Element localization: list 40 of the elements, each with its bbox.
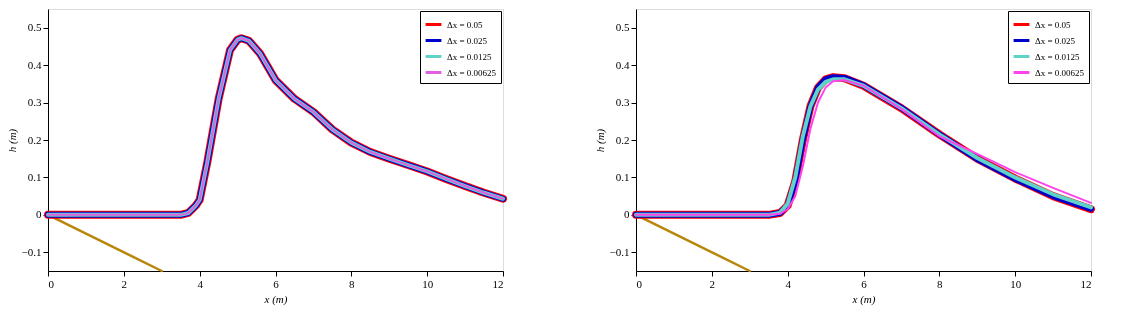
x-axis-title: x (m): [263, 292, 288, 306]
legend-label: Δx = 0.0125: [447, 51, 493, 62]
legend-label: Δx = 0.00625: [447, 67, 497, 78]
x-tick-label: 12: [1080, 277, 1092, 290]
y-axis-title: h (m): [5, 128, 19, 153]
y-tick-label: −0.1: [609, 245, 630, 258]
x-tick-label: 4: [197, 277, 204, 290]
legend-label: Δx = 0.025: [1035, 35, 1076, 46]
x-tick-label: 2: [121, 277, 128, 290]
y-tick-label: 0.3: [615, 96, 630, 109]
y-axis-title: h (m): [593, 128, 607, 153]
legend-label: Δx = 0.0125: [1035, 51, 1081, 62]
legend-label: Δx = 0.05: [447, 19, 484, 30]
y-tick-label: 0.1: [27, 170, 42, 183]
x-tick-label: 8: [349, 277, 356, 290]
y-tick-label: 0.5: [615, 21, 630, 34]
x-tick-label: 12: [492, 277, 504, 290]
x-tick-label: 4: [785, 277, 792, 290]
x-axis-title: x (m): [851, 292, 876, 306]
y-tick-label: 0: [624, 208, 630, 221]
y-tick-label: −0.1: [21, 245, 42, 258]
y-tick-label: 0: [36, 208, 42, 221]
x-tick-label: 10: [422, 277, 434, 290]
x-tick-label: 8: [937, 277, 944, 290]
x-tick-label: 2: [709, 277, 716, 290]
x-tick-label: 0: [636, 277, 643, 290]
y-tick-label: 0.5: [27, 21, 42, 34]
x-tick-label: 0: [48, 277, 55, 290]
y-tick-label: 0.3: [27, 96, 42, 109]
y-tick-label: 0.1: [615, 170, 630, 183]
y-tick-label: 0.4: [615, 58, 630, 71]
y-tick-label: 0.2: [27, 133, 42, 146]
legend-label: Δx = 0.00625: [1035, 67, 1085, 78]
x-tick-label: 6: [861, 277, 868, 290]
legend-label: Δx = 0.05: [1035, 19, 1072, 30]
x-tick-label: 6: [273, 277, 280, 290]
legend-label: Δx = 0.025: [447, 35, 488, 46]
x-tick-label: 10: [1010, 277, 1022, 290]
y-tick-label: 0.4: [27, 58, 42, 71]
y-tick-label: 0.2: [615, 133, 630, 146]
